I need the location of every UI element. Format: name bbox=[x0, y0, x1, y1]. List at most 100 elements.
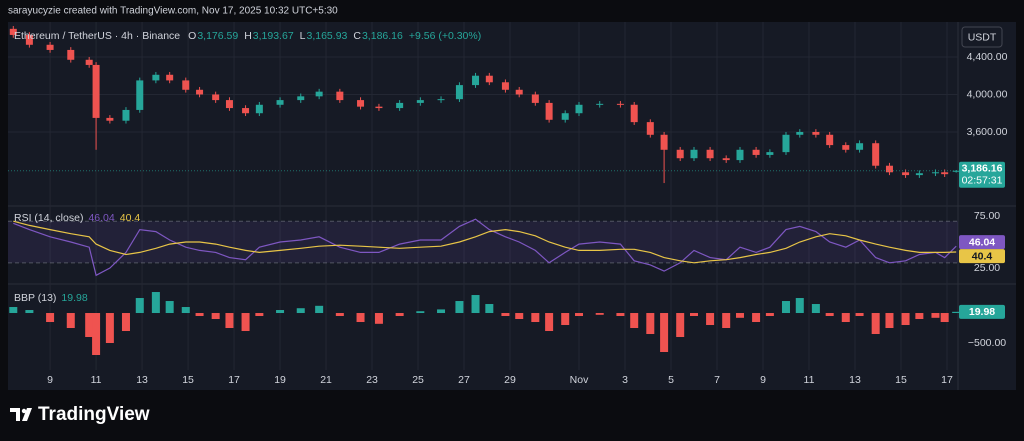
candle-body bbox=[660, 134, 668, 150]
x-tick-label: 27 bbox=[458, 374, 470, 386]
bbp-bar bbox=[595, 313, 604, 315]
candle-body bbox=[396, 102, 404, 109]
bbp-bar bbox=[85, 313, 94, 338]
bbp-bar bbox=[561, 313, 570, 326]
candle-body bbox=[575, 104, 583, 114]
x-tick-label: 11 bbox=[804, 374, 815, 386]
bbp-bar bbox=[276, 310, 285, 314]
candle-body bbox=[67, 49, 75, 60]
currency[interactable]: USDT bbox=[968, 31, 997, 43]
candle-body bbox=[501, 82, 509, 90]
bbp-bar bbox=[485, 304, 494, 314]
candle-body bbox=[872, 143, 880, 166]
bbp-bar bbox=[416, 311, 425, 314]
candle-body bbox=[416, 100, 424, 103]
bbp-bar bbox=[9, 307, 18, 314]
bbp-bar bbox=[781, 301, 790, 314]
bbp-badge bbox=[959, 304, 1005, 319]
bbp-bar bbox=[151, 292, 160, 314]
bbp-bar bbox=[315, 305, 324, 314]
candle-body bbox=[722, 158, 730, 161]
symbol: Ethereum / TetherUS · 4h · Binance bbox=[14, 30, 180, 42]
x-tick-label: 15 bbox=[182, 374, 194, 386]
candle-body bbox=[85, 59, 93, 65]
x-tick-label: 13 bbox=[849, 374, 861, 386]
bbp-bar bbox=[646, 313, 655, 335]
candle-body bbox=[182, 80, 190, 90]
candle-body bbox=[255, 104, 263, 114]
candle-body bbox=[782, 134, 790, 153]
bbp-bar bbox=[811, 304, 820, 314]
candle-body bbox=[752, 149, 760, 155]
indicator-title: BBP (13) bbox=[14, 292, 56, 304]
candle-body bbox=[842, 145, 850, 150]
ohlc-value: 3,193.67 bbox=[253, 30, 294, 42]
bbp-bar bbox=[471, 295, 480, 314]
x-tick-label: 19 bbox=[274, 374, 286, 386]
bbp-bar bbox=[940, 313, 949, 323]
x-tick-label: 29 bbox=[504, 374, 516, 386]
y-tick-label: 25.00 bbox=[974, 262, 1000, 274]
candle-body bbox=[885, 165, 893, 173]
candle-body bbox=[437, 99, 445, 101]
bbp-bar bbox=[952, 311, 961, 314]
rsi-badge bbox=[959, 235, 1005, 250]
x-tick-label: 17 bbox=[228, 374, 240, 386]
candle-body bbox=[931, 172, 939, 174]
bbp-bar bbox=[501, 313, 510, 317]
x-tick-label: Nov bbox=[570, 374, 589, 386]
candle-body bbox=[485, 75, 493, 83]
last-price-badge bbox=[959, 161, 1005, 188]
ohlc-value: 3,176.59 bbox=[197, 30, 238, 42]
candle-body bbox=[826, 134, 834, 146]
x-tick-label: 25 bbox=[412, 374, 424, 386]
bbp-bar bbox=[121, 313, 130, 332]
y-tick-label: 75.00 bbox=[974, 210, 1000, 222]
candle-body bbox=[646, 122, 654, 135]
candle-body bbox=[531, 94, 539, 103]
bbp-bar bbox=[915, 313, 924, 320]
candle-body bbox=[122, 109, 130, 121]
x-tick-label: 15 bbox=[895, 374, 907, 386]
bbp-bar bbox=[901, 313, 910, 326]
x-tick-label: 21 bbox=[320, 374, 332, 386]
candle-body bbox=[225, 100, 233, 109]
rsi-badge bbox=[959, 249, 1005, 264]
candle-body bbox=[46, 44, 54, 50]
bbp-bar bbox=[105, 313, 114, 344]
y-tick-label: 4,400.00 bbox=[967, 51, 1008, 63]
bbp-bar bbox=[455, 301, 464, 314]
bbp-bar bbox=[135, 298, 144, 314]
candle-body bbox=[766, 152, 774, 155]
bbp-bar bbox=[630, 313, 639, 329]
bbp-bar bbox=[225, 313, 234, 329]
ohlc-key: O bbox=[188, 30, 196, 42]
x-tick-label: 17 bbox=[941, 374, 953, 386]
candle-body bbox=[336, 91, 344, 101]
y-tick-label: 3,600.00 bbox=[967, 126, 1008, 138]
bbp-bar bbox=[165, 301, 174, 314]
x-tick-label: 23 bbox=[366, 374, 378, 386]
bbp-bar bbox=[931, 313, 940, 318]
bbp-bar bbox=[241, 313, 250, 332]
indicator-value: 19.98 bbox=[61, 292, 87, 304]
candle-body bbox=[25, 34, 33, 45]
logo bbox=[10, 408, 32, 421]
currency-box[interactable] bbox=[961, 26, 1003, 48]
candle-body bbox=[136, 80, 144, 110]
bbp-bar bbox=[841, 313, 850, 323]
x-tick-label: 13 bbox=[136, 374, 148, 386]
bbp-bar bbox=[437, 309, 446, 314]
bbp-bar bbox=[825, 313, 834, 317]
rsi-line bbox=[13, 218, 957, 277]
candle-body bbox=[315, 91, 323, 97]
candle-body bbox=[375, 106, 383, 109]
bbp-bar bbox=[92, 313, 101, 356]
candle-body bbox=[736, 149, 744, 161]
candle-body bbox=[297, 96, 305, 101]
indicator-value: 40.4 bbox=[120, 212, 141, 224]
candle-body bbox=[9, 28, 17, 35]
candle-body bbox=[92, 64, 100, 118]
candle-body bbox=[902, 172, 910, 176]
